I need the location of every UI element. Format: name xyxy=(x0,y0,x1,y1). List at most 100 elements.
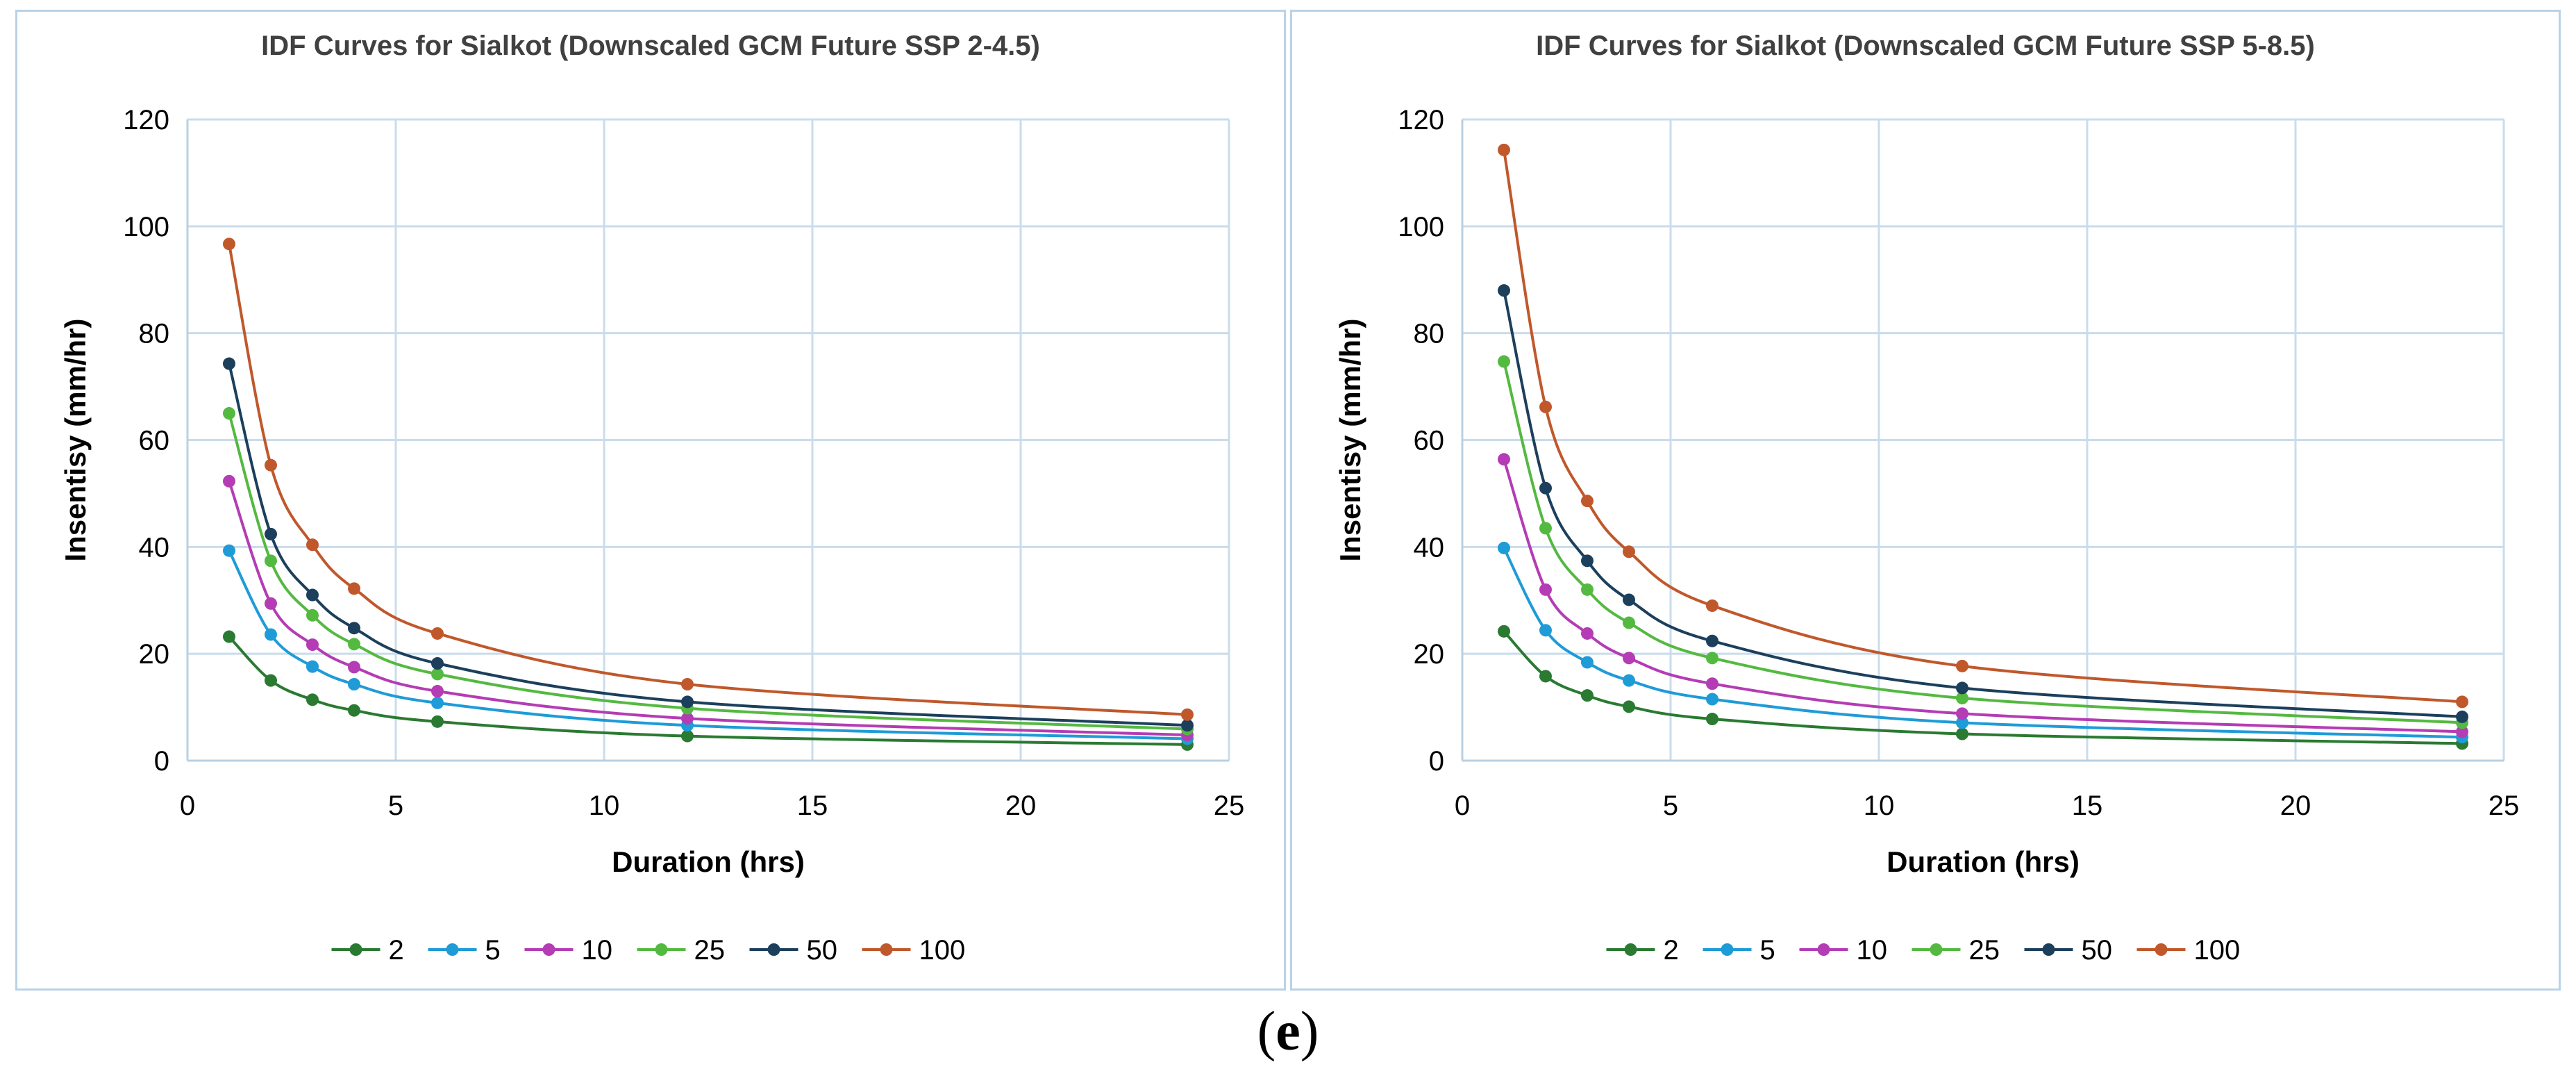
data-point-25 xyxy=(306,609,319,622)
legend-marker-25 xyxy=(655,943,668,956)
data-point-100 xyxy=(265,458,277,472)
y-tick-label: 100 xyxy=(1398,212,1444,242)
legend-marker-100 xyxy=(880,943,893,956)
legend-marker-50 xyxy=(767,943,780,956)
data-point-100 xyxy=(431,627,444,640)
chart-title: IDF Curves for Sialkot (Downscaled GCM F… xyxy=(1536,31,2315,61)
y-axis-title: Insentisy (mm/hr) xyxy=(59,318,92,561)
data-point-2 xyxy=(1539,670,1552,683)
legend-marker-100 xyxy=(2155,943,2168,956)
data-point-25 xyxy=(223,407,235,420)
data-point-50 xyxy=(431,657,444,670)
chart-panel-ssp585: IDF Curves for Sialkot (Downscaled GCM F… xyxy=(1290,10,2561,991)
figure-caption: (e) xyxy=(0,1000,2576,1063)
data-point-50 xyxy=(1706,634,1718,647)
legend-label-50: 50 xyxy=(807,935,838,966)
legend-marker-50 xyxy=(2042,943,2055,956)
legend-label-25: 25 xyxy=(694,935,726,966)
x-tick-label: 25 xyxy=(1214,791,1245,821)
x-tick-label: 0 xyxy=(180,791,195,821)
data-point-100 xyxy=(223,238,235,251)
x-tick-label: 15 xyxy=(797,791,828,821)
legend-marker-2 xyxy=(1624,943,1637,956)
y-tick-label: 100 xyxy=(123,212,169,242)
data-point-10 xyxy=(1581,627,1594,640)
data-point-10 xyxy=(2456,725,2468,738)
data-point-25 xyxy=(431,668,444,681)
legend-marker-25 xyxy=(1930,943,1943,956)
data-point-2 xyxy=(1956,727,1968,740)
data-point-5 xyxy=(348,678,360,691)
data-point-100 xyxy=(1581,495,1594,508)
data-point-10 xyxy=(431,685,444,698)
y-tick-label: 20 xyxy=(139,639,170,670)
data-point-10 xyxy=(1623,652,1635,665)
data-point-5 xyxy=(265,628,277,641)
y-tick-label: 80 xyxy=(1414,319,1445,349)
x-tick-label: 25 xyxy=(2489,791,2520,821)
data-point-100 xyxy=(681,678,694,691)
data-point-10 xyxy=(1956,707,1968,720)
data-point-10 xyxy=(681,712,694,725)
data-point-2 xyxy=(1581,689,1594,702)
y-tick-label: 20 xyxy=(1414,639,1445,670)
legend-marker-10 xyxy=(542,943,555,956)
data-point-50 xyxy=(348,622,360,635)
caption-letter: e xyxy=(1276,1001,1300,1062)
data-point-50 xyxy=(1956,681,1968,695)
legend-label-10: 10 xyxy=(1857,935,1888,966)
data-point-5 xyxy=(1498,541,1510,554)
x-tick-label: 0 xyxy=(1455,791,1470,821)
data-point-10 xyxy=(223,474,235,488)
legend-marker-5 xyxy=(1721,943,1734,956)
idf-chart-ssp585: IDF Curves for Sialkot (Downscaled GCM F… xyxy=(1334,31,2520,966)
data-point-50 xyxy=(2456,710,2468,723)
data-point-2 xyxy=(1623,700,1635,713)
data-point-2 xyxy=(348,704,360,717)
data-point-5 xyxy=(1706,693,1718,706)
data-point-50 xyxy=(1181,719,1194,732)
x-tick-label: 10 xyxy=(589,791,620,821)
series-line-100 xyxy=(1503,149,2463,704)
y-axis-title: Insentisy (mm/hr) xyxy=(1334,318,1366,561)
data-point-100 xyxy=(348,582,360,595)
data-point-50 xyxy=(1498,284,1510,297)
data-point-10 xyxy=(265,597,277,610)
legend-marker-2 xyxy=(349,943,362,956)
x-tick-label: 5 xyxy=(1663,791,1678,821)
y-tick-label: 120 xyxy=(1398,105,1444,135)
data-point-5 xyxy=(1581,656,1594,669)
y-tick-label: 80 xyxy=(139,319,170,349)
legend-label-2: 2 xyxy=(389,935,404,966)
chart-panel-ssp245: IDF Curves for Sialkot (Downscaled GCM F… xyxy=(15,10,1286,991)
data-point-25 xyxy=(1498,355,1510,368)
data-point-100 xyxy=(1181,708,1194,721)
data-point-50 xyxy=(306,588,319,602)
data-point-5 xyxy=(1623,674,1635,687)
data-point-5 xyxy=(1956,716,1968,729)
caption-close: ) xyxy=(1300,1001,1319,1062)
data-point-2 xyxy=(265,674,277,687)
data-point-10 xyxy=(1706,677,1718,690)
legend-label-10: 10 xyxy=(582,935,613,966)
data-point-5 xyxy=(1539,624,1552,637)
series-line-50 xyxy=(228,363,1188,727)
data-point-10 xyxy=(1539,583,1552,596)
data-point-50 xyxy=(1539,481,1552,495)
y-tick-label: 0 xyxy=(154,746,169,777)
y-tick-label: 60 xyxy=(139,426,170,456)
data-point-25 xyxy=(1706,652,1718,665)
data-point-2 xyxy=(1706,713,1718,726)
series-line-100 xyxy=(228,243,1188,716)
data-point-10 xyxy=(306,638,319,652)
data-point-100 xyxy=(1706,599,1718,612)
data-point-25 xyxy=(1539,522,1552,535)
data-point-25 xyxy=(1956,692,1968,705)
data-point-5 xyxy=(431,696,444,709)
x-tick-label: 15 xyxy=(2072,791,2103,821)
data-point-100 xyxy=(1623,545,1635,558)
data-point-10 xyxy=(1498,453,1510,466)
x-axis-title: Duration (hrs) xyxy=(612,845,805,878)
x-tick-label: 20 xyxy=(2280,791,2311,821)
data-point-50 xyxy=(223,357,235,370)
